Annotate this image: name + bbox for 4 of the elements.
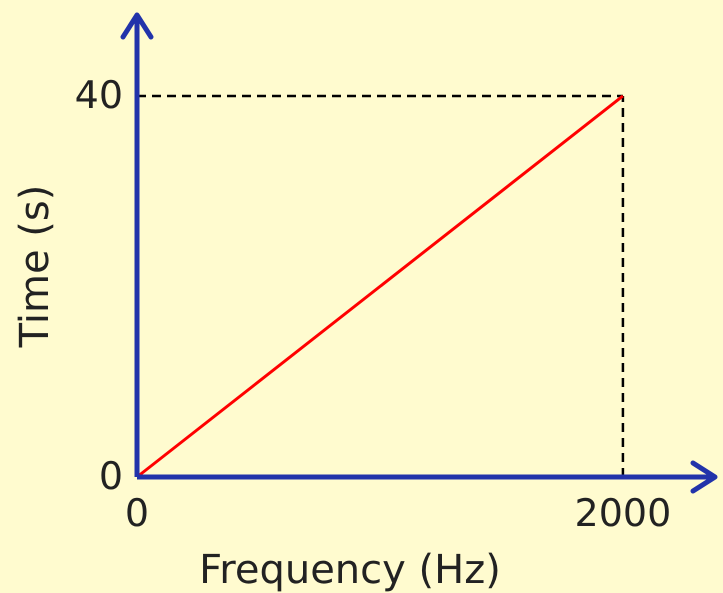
- x-tick-label: 2000: [574, 490, 672, 535]
- y-axis-title: Time (s): [12, 184, 58, 348]
- x-axis-title: Frequency (Hz): [199, 547, 501, 593]
- y-tick-label: 40: [74, 73, 123, 118]
